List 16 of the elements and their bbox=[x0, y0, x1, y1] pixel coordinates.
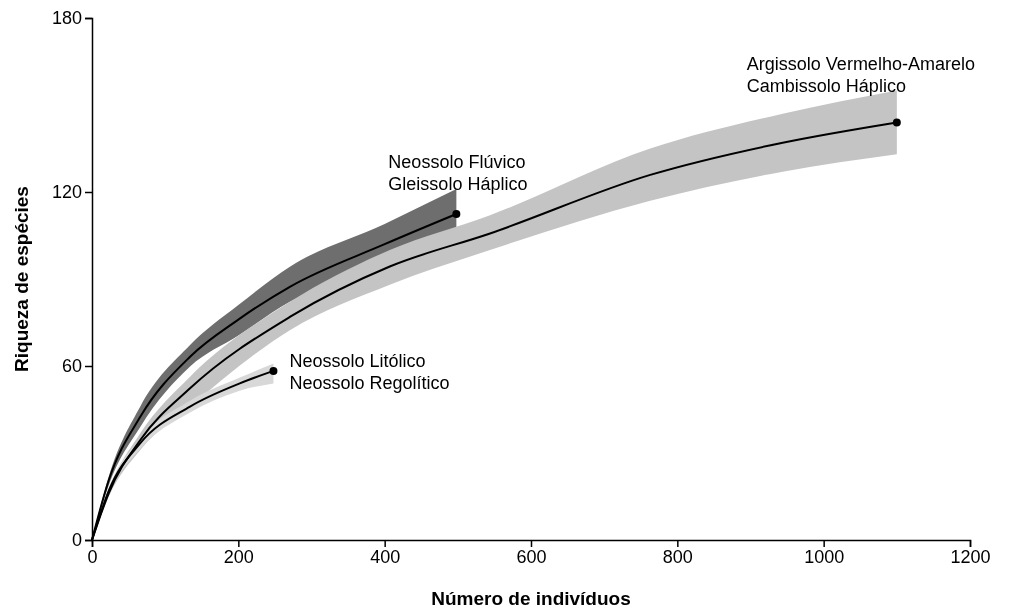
x-tick-label: 0 bbox=[87, 546, 98, 567]
text: Argissolo Vermelho-Amarelo Cambissolo Háplico bbox=[746, 54, 975, 97]
x-tick-label: 400 bbox=[370, 546, 401, 567]
y-tick-label: 180 bbox=[51, 8, 82, 29]
x-axis-title: Número de indivíduos bbox=[431, 588, 631, 609]
y-axis-title: Riqueza de espécies bbox=[11, 186, 32, 372]
x-tick-label: 200 bbox=[223, 546, 254, 567]
y-tick-label: 120 bbox=[51, 182, 82, 203]
x-tick-label: 800 bbox=[662, 546, 693, 567]
x-tick-label: 600 bbox=[516, 546, 547, 567]
y-tick-label: 60 bbox=[61, 356, 82, 377]
x-tick-label: 1000 bbox=[804, 546, 845, 567]
series-label: Neossolo Litólico Neossolo Regolítico bbox=[289, 350, 450, 393]
x-tick-label: 1200 bbox=[950, 546, 991, 567]
y-tick-label: 0 bbox=[71, 530, 82, 551]
text: Neossolo Flúvico Gleissolo Háplico bbox=[388, 152, 528, 195]
